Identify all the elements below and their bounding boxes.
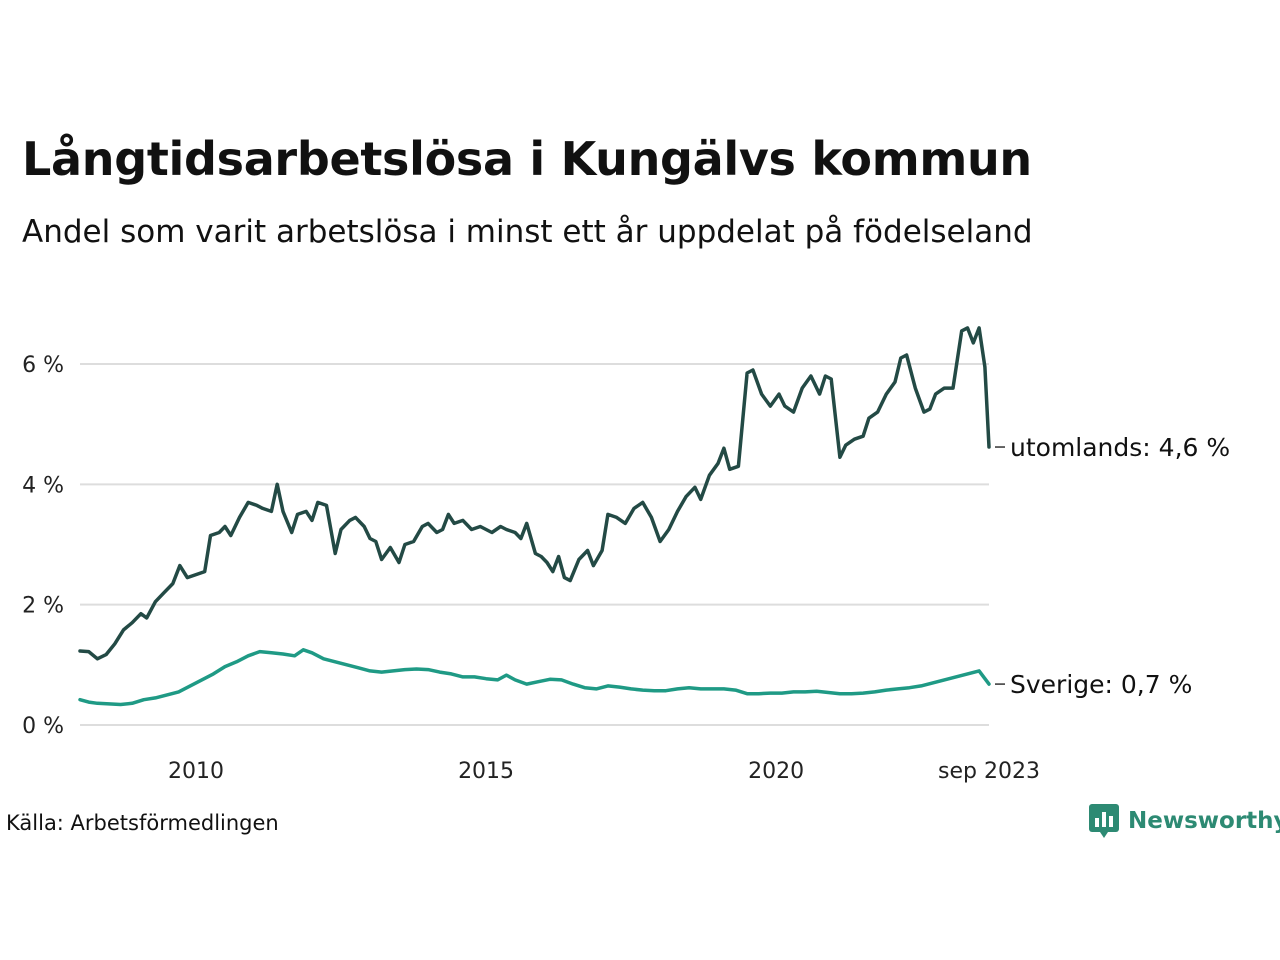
x-tick-label: 2015 <box>458 759 514 784</box>
x-tick-label: 2020 <box>748 759 804 784</box>
end-label-utomlands: utomlands: 4,6 % <box>1010 433 1230 462</box>
newsworthy-icon <box>1089 804 1119 838</box>
y-axis-ticks: 0 % 2 % 4 % 6 % <box>22 353 64 739</box>
chart-title: Långtidsarbetslösa i Kungälvs kommun <box>22 132 1032 186</box>
series-line-sverige <box>78 648 991 707</box>
x-tick-label: sep 2023 <box>938 759 1040 784</box>
x-axis-ticks: 2010 2015 2020 sep 2023 <box>168 759 1040 784</box>
y-tick-label: 0 % <box>22 714 64 739</box>
y-tick-label: 4 % <box>22 473 64 498</box>
y-tick-label: 2 % <box>22 594 64 619</box>
newsworthy-logo[interactable]: Newsworthy <box>1088 803 1280 839</box>
gridlines <box>80 363 989 726</box>
series-end-labels: utomlands: 4,6 % Sverige: 0,7 % <box>995 433 1230 699</box>
x-tick-label: 2010 <box>168 759 224 784</box>
source-note: Källa: Arbetsförmedlingen <box>6 811 279 835</box>
chart-subtitle: Andel som varit arbetslösa i minst ett å… <box>22 214 1033 250</box>
series-line-utomlands <box>78 326 991 661</box>
end-label-sverige: Sverige: 0,7 % <box>1010 670 1192 699</box>
brand-name: Newsworthy <box>1128 808 1280 834</box>
series-lines <box>78 326 991 707</box>
y-tick-label: 6 % <box>22 353 64 378</box>
